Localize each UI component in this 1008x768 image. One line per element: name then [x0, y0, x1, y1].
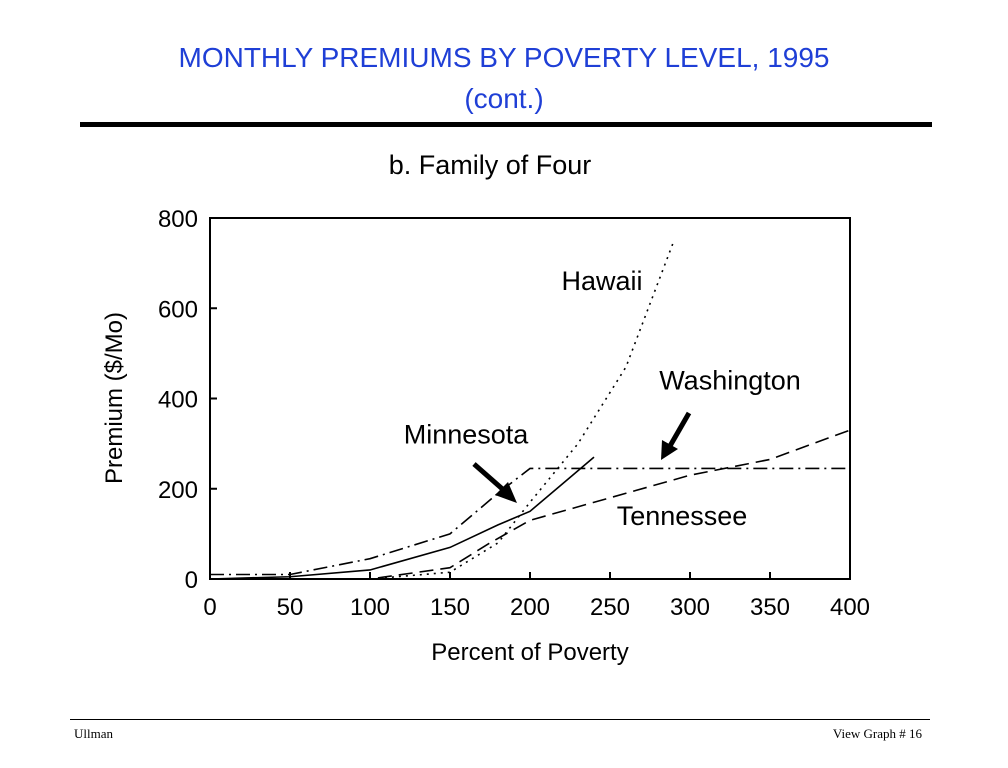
y-axis-label: Premium ($/Mo)	[101, 312, 128, 484]
footer-author: Ullman	[74, 726, 113, 741]
x-tick-label: 150	[430, 594, 470, 621]
x-tick-label: 50	[277, 594, 304, 621]
y-tick-label: 0	[185, 567, 198, 594]
y-tick-label: 600	[158, 296, 198, 323]
x-tick-label: 300	[670, 594, 710, 621]
x-tick-label: 100	[350, 594, 390, 621]
series-line-tennessee	[209, 456, 595, 580]
title-divider	[80, 122, 932, 127]
x-tick-label: 0	[203, 594, 216, 621]
plot-frame	[209, 217, 851, 580]
x-tick-label: 350	[750, 594, 790, 621]
annotation-tennessee: Tennessee	[617, 501, 748, 531]
series-line-washington	[210, 429, 851, 580]
page-title-continuation: (cont.)	[464, 83, 544, 114]
footer-page-number: View Graph # 16	[832, 726, 922, 741]
x-tick-label: 250	[590, 594, 630, 621]
washington-arrow-shaft	[667, 411, 692, 448]
y-tick-label: 400	[158, 387, 198, 414]
series-line-hawaii	[210, 240, 675, 580]
y-tick-label: 800	[158, 206, 198, 233]
page-title: MONTHLY PREMIUMS BY POVERTY LEVEL, 1995	[178, 42, 830, 73]
y-axis-ticks: 0 200 400 600 800	[158, 206, 217, 594]
y-tick-label: 200	[158, 477, 198, 504]
annotation-minnesota: Minnesota	[404, 420, 530, 450]
minnesota-arrow-head	[495, 482, 517, 503]
x-axis-ticks: 0 50 100 150 200 250 300 350 400	[203, 572, 870, 621]
chart-title: b. Family of Four	[389, 150, 592, 180]
x-axis-label: Percent of Poverty	[431, 639, 628, 666]
premium-line-chart: b. Family of Four 0 200 400 600 800 0 50 100 15…	[101, 150, 870, 666]
series-lines	[209, 240, 851, 580]
x-tick-label: 200	[510, 594, 550, 621]
annotation-washington: Washington	[659, 365, 801, 395]
x-tick-label: 400	[830, 594, 870, 621]
washington-arrow-head	[661, 440, 678, 460]
annotation-hawaii: Hawaii	[561, 266, 642, 296]
series-annotations: Hawaii Washington Minnesota Tennessee	[404, 266, 801, 531]
footer-divider	[70, 719, 930, 720]
annotation-arrows	[472, 411, 692, 503]
minnesota-arrow-shaft	[472, 462, 509, 495]
series-line-minnesota	[210, 467, 850, 576]
